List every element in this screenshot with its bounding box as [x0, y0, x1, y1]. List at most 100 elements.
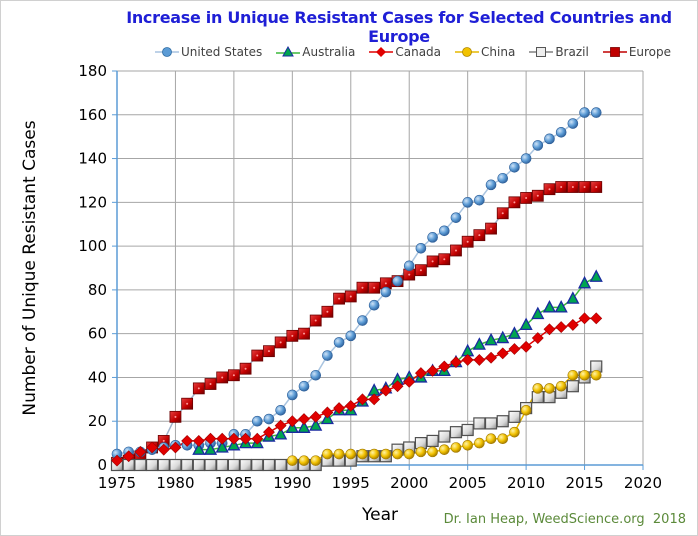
data-point-brazil: [449, 426, 463, 439]
data-point-united-states: [298, 380, 310, 392]
data-point-canada: [216, 432, 229, 445]
data-point-china: [310, 455, 322, 466]
data-point-china: [380, 448, 392, 460]
data-point-brazil: [227, 458, 240, 472]
chart-title: Increase in Unique Resistant Cases for S…: [126, 8, 672, 46]
data-point-brazil: [192, 458, 205, 472]
data-point-europe-highlight: [186, 402, 189, 405]
data-point-canada: [450, 356, 462, 369]
series-markers-australia: [192, 269, 603, 455]
data-point-europe-highlight: [291, 334, 294, 337]
data-point-china: [555, 380, 567, 392]
data-point-united-states: [438, 225, 450, 237]
data-point-brazil: [204, 458, 217, 472]
data-point-united-states: [275, 404, 286, 416]
data-point-united-states: [509, 162, 520, 173]
data-point-canada: [157, 443, 170, 456]
data-point-brazil: [262, 458, 276, 472]
x-tick-label: 1995: [332, 474, 370, 492]
data-point-brazil: [473, 417, 486, 430]
credit-annotation: Dr. Ian Heap, WeedScience.org 2018: [443, 512, 686, 527]
series-group: [110, 107, 603, 472]
data-point-canada: [204, 432, 217, 445]
legend-marker-square-outline-icon: [529, 47, 554, 57]
data-point-united-states: [403, 260, 415, 272]
data-point-australia: [542, 299, 557, 313]
data-point-europe-highlight: [525, 196, 528, 199]
data-point-china: [403, 448, 415, 460]
data-point-united-states: [427, 232, 438, 243]
data-point-europe-highlight: [536, 194, 539, 197]
data-point-united-states: [450, 212, 462, 223]
x-tick-label: 1985: [215, 474, 253, 492]
y-tick-label: 100: [78, 237, 107, 255]
data-point-china: [485, 433, 497, 445]
data-point-europe-highlight: [419, 269, 422, 272]
data-point-europe-highlight: [490, 227, 493, 230]
x-tick-label: 2000: [390, 474, 428, 492]
data-point-united-states: [322, 350, 333, 361]
legend-marker-diamond-icon: [369, 47, 394, 57]
data-point-united-states: [310, 369, 322, 381]
data-point-united-states: [345, 330, 357, 342]
data-point-brazil: [216, 458, 229, 472]
gridlines: [117, 70, 644, 465]
legend-label: Europe: [628, 45, 672, 59]
data-point-brazil: [566, 380, 579, 393]
data-point-canada: [590, 312, 603, 325]
data-point-united-states: [532, 140, 544, 151]
x-tick-label: 2020: [624, 474, 662, 492]
legend-marker-sphere-icon: [455, 47, 480, 57]
data-point-china: [345, 448, 357, 460]
data-point-canada: [485, 351, 497, 364]
legend-item-europe: Europe: [602, 43, 672, 61]
data-point-canada: [251, 432, 264, 445]
data-point-brazil: [274, 458, 287, 472]
legend-item-china: China: [455, 43, 515, 61]
data-point-europe-highlight: [221, 376, 224, 379]
data-point-canada: [356, 393, 369, 406]
data-point-brazil: [496, 415, 509, 428]
data-point-europe-highlight: [431, 260, 434, 263]
data-point-canada: [169, 441, 182, 454]
y-tick-label: 60: [88, 325, 107, 343]
data-point-australia: [554, 299, 568, 313]
data-point-europe-highlight: [232, 374, 235, 377]
data-point-canada: [578, 312, 591, 325]
data-point-china: [427, 446, 438, 458]
data-point-china: [579, 369, 590, 381]
data-point-china: [298, 455, 310, 466]
data-point-china: [474, 437, 485, 449]
x-tick-label: 1975: [98, 474, 136, 492]
data-point-china: [532, 383, 544, 394]
data-point-united-states: [555, 126, 567, 138]
data-point-canada: [496, 347, 509, 360]
data-point-australia: [507, 326, 521, 339]
data-point-united-states: [357, 315, 368, 326]
x-tick-label: 2010: [507, 474, 545, 492]
data-point-china: [450, 442, 462, 453]
data-point-europe-highlight: [513, 201, 516, 204]
data-point-europe-highlight: [583, 186, 586, 189]
y-tick-label: 20: [88, 412, 107, 430]
legend: United States Australia Canada China Bra…: [155, 43, 671, 61]
legend-label: Brazil: [555, 45, 589, 59]
data-point-brazil: [251, 458, 264, 472]
data-point-china: [509, 426, 520, 438]
data-point-united-states: [380, 286, 392, 298]
data-point-brazil: [508, 410, 521, 423]
data-point-canada: [368, 393, 381, 406]
data-point-united-states: [392, 275, 403, 287]
data-point-china: [497, 433, 509, 445]
data-point-brazil: [461, 423, 474, 437]
data-point-australia: [531, 306, 545, 320]
data-point-china: [520, 404, 532, 416]
data-point-brazil: [145, 458, 159, 472]
data-point-australia: [566, 291, 580, 304]
data-point-united-states: [497, 172, 509, 184]
y-axis-label: Number of Unique Resistant Cases: [20, 120, 40, 416]
data-point-europe-highlight: [209, 383, 212, 386]
data-point-australia: [203, 442, 218, 455]
y-tick-label: 140: [78, 150, 107, 168]
data-point-brazil: [169, 458, 182, 472]
